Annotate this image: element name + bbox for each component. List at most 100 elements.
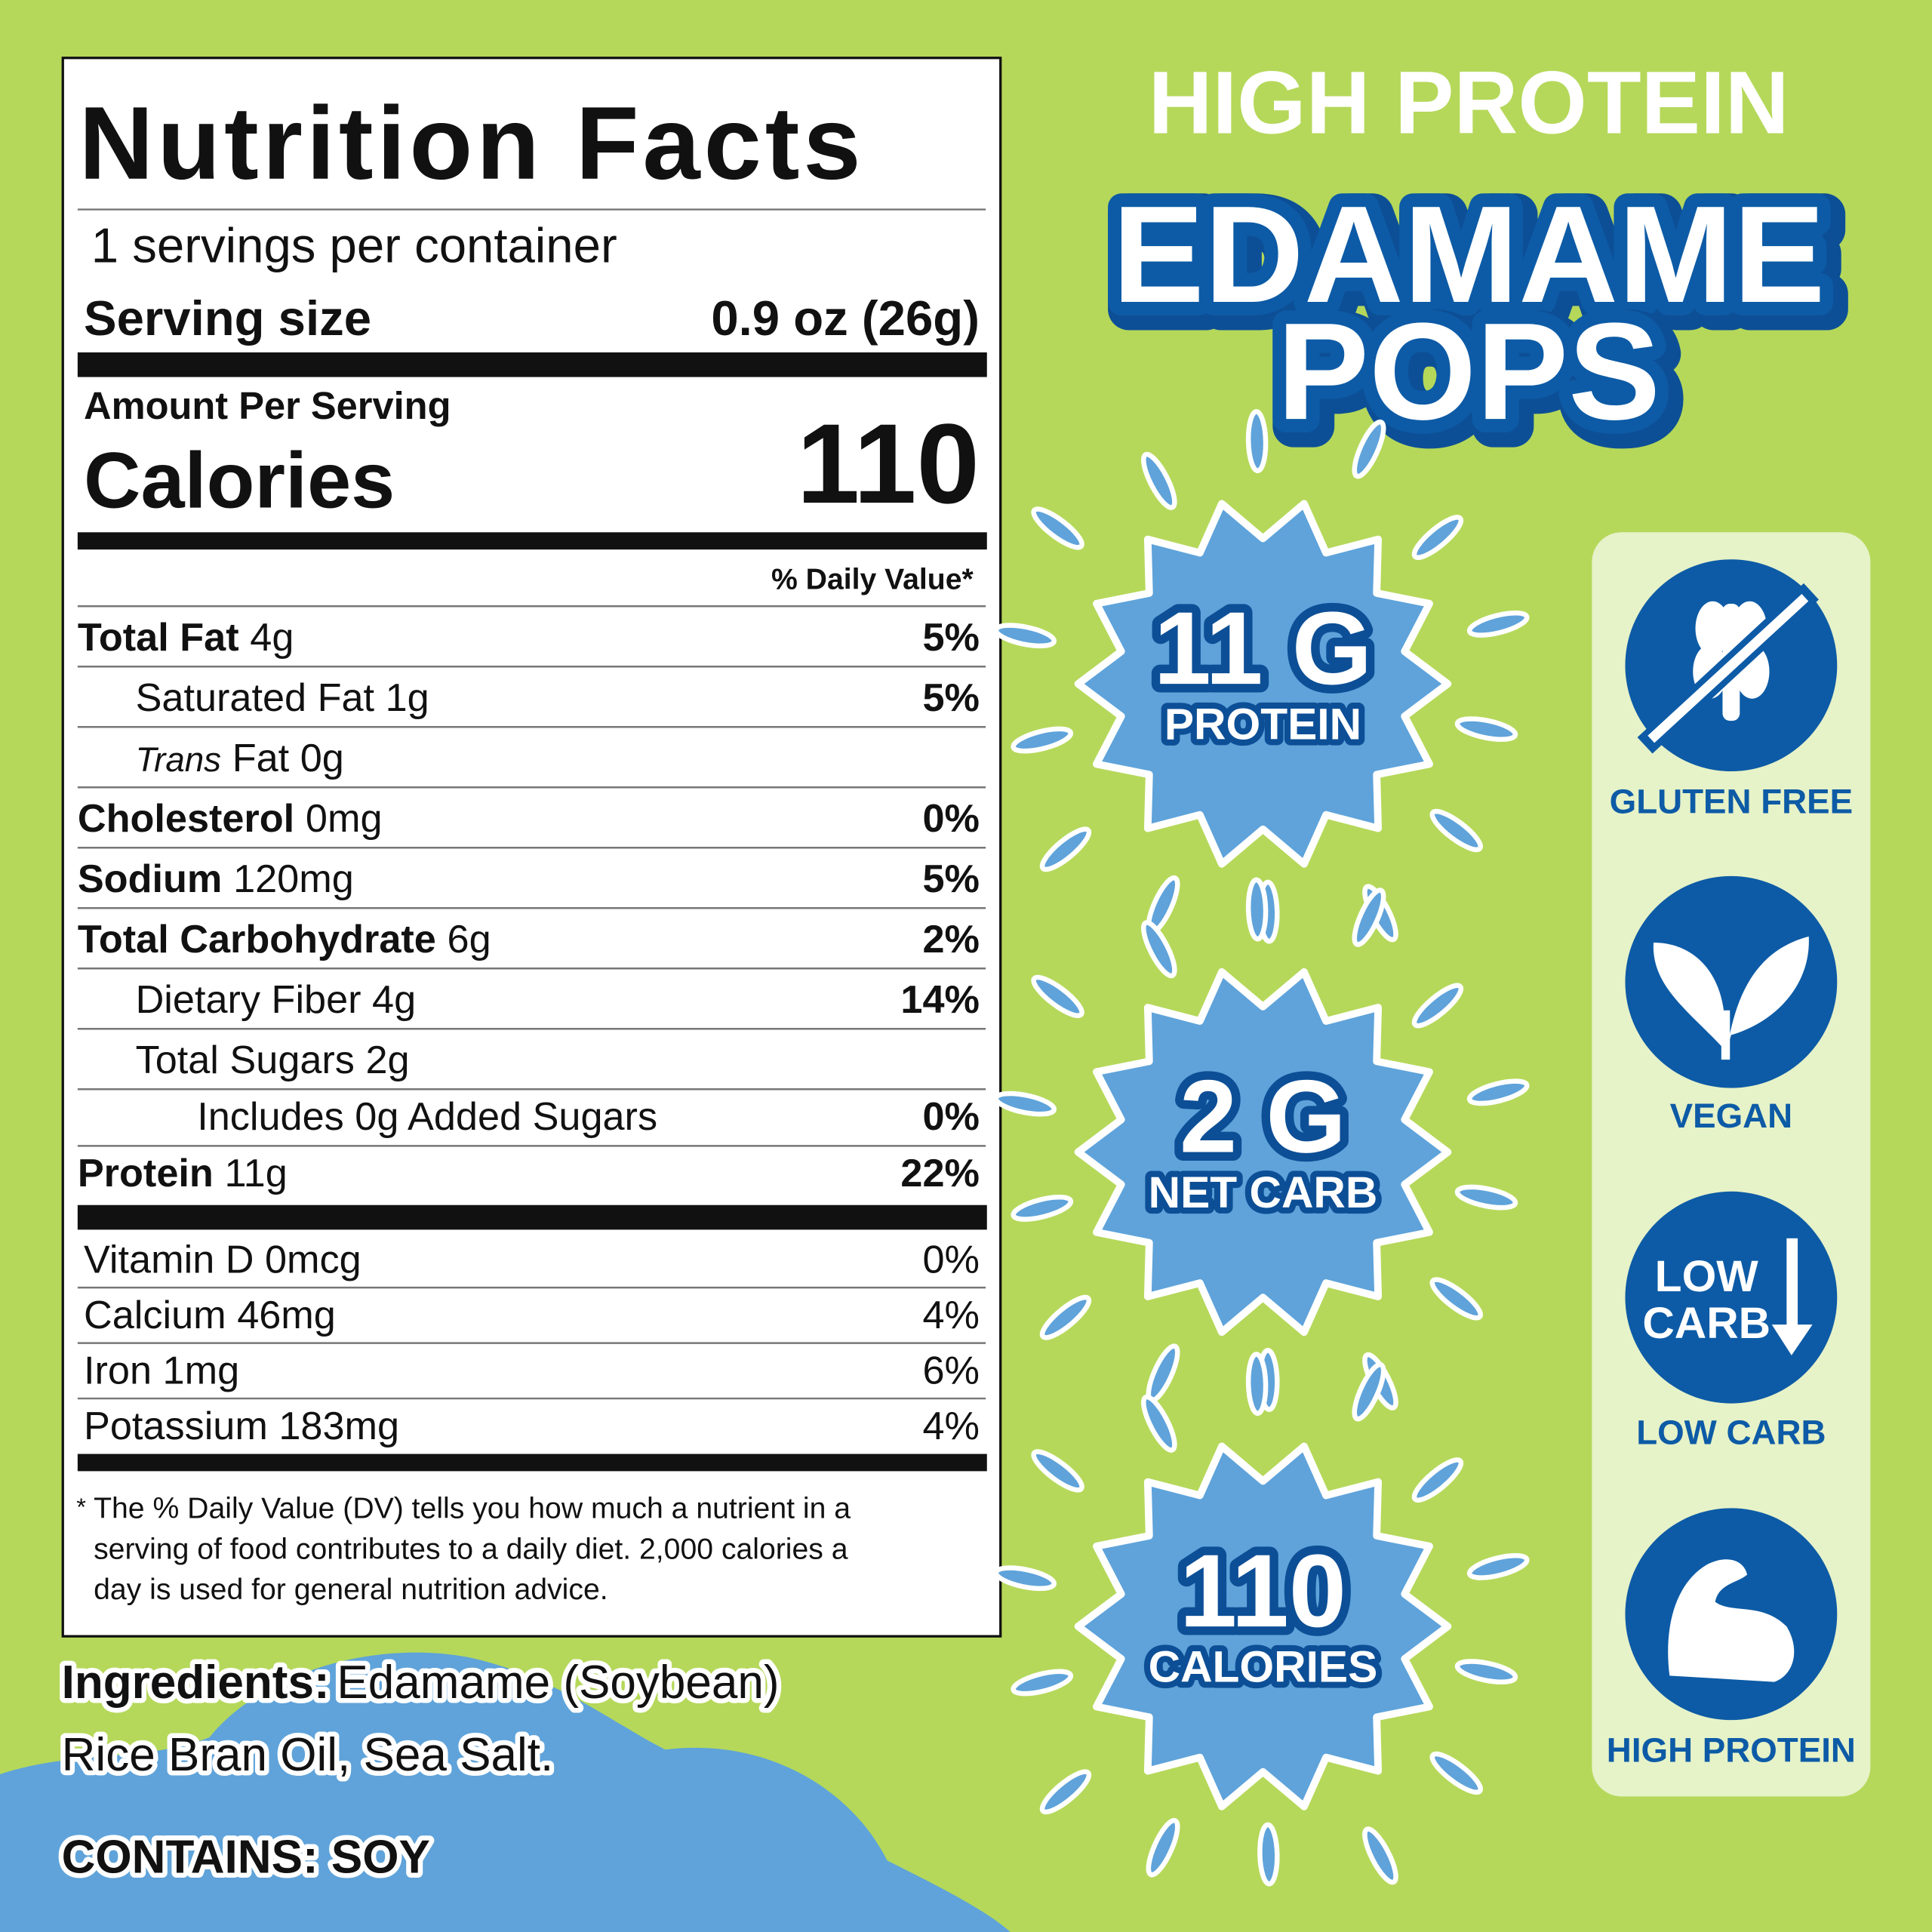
dv: 5% [922, 616, 980, 660]
row: Dietary Fiber 4g [136, 978, 417, 1022]
footnote-mark: * [76, 1493, 86, 1521]
splash [1146, 1817, 1180, 1878]
title-shadow: EDAMAME [1120, 184, 1833, 339]
splash [1031, 1449, 1084, 1493]
row: Protein 11g [78, 1152, 288, 1195]
title: POPS [1277, 294, 1660, 448]
splash [1245, 1352, 1269, 1417]
splash [1411, 515, 1464, 561]
row: Total Fat 4g [78, 616, 294, 660]
splash [1362, 1826, 1398, 1885]
splash [1011, 1194, 1074, 1222]
splash [993, 623, 1057, 649]
starburst [1074, 968, 1452, 1337]
badge-value: 11 G [1154, 591, 1373, 706]
title-shadow: POPS [1284, 301, 1668, 456]
badge-value: 2 G [1180, 1060, 1346, 1175]
icon-circle [1625, 1191, 1838, 1404]
vitamin: Potassium 183mg [84, 1404, 399, 1448]
splash [1011, 726, 1074, 754]
splash [1031, 974, 1084, 1018]
nutrient: Total Fat [78, 616, 239, 660]
dv: 0% [922, 797, 980, 841]
nutrient: Sodium [78, 857, 223, 901]
dv: 6% [922, 1349, 980, 1392]
italic: Trans [136, 740, 221, 779]
footnote: The % Daily Value (DV) tells you how muc… [94, 1492, 851, 1524]
badge-caption: PROTEIN [1164, 700, 1361, 749]
vitamin: Vitamin D 0mcg [84, 1238, 361, 1282]
footnote: serving of food contributes to a daily d… [94, 1533, 848, 1565]
label-title: Nutrition Facts [78, 86, 864, 202]
splash [1141, 920, 1177, 979]
starburst [1074, 1442, 1452, 1810]
row: Includes 0g Added Sugars [197, 1095, 657, 1139]
calories-value: 110 [797, 400, 980, 527]
muscle-icon [1668, 1559, 1795, 1682]
nutrition-label: Nutrition Facts 1 servings per container… [61, 57, 1002, 1638]
text: Fat 0g [232, 737, 344, 780]
dv: 0% [922, 1095, 980, 1139]
starburst [1074, 500, 1452, 868]
tagline: HIGH PROTEIN [1149, 53, 1789, 152]
splash [1352, 1361, 1386, 1422]
arrow-icon [1771, 1238, 1813, 1355]
splash [1429, 808, 1483, 853]
splash [1454, 716, 1518, 743]
row: Total Carbohydrate 6g [78, 918, 491, 961]
ingredients: Ingredients: Edamame (Soybean) Rice Bran … [57, 1651, 784, 1888]
icon-circle [1625, 875, 1838, 1088]
splash [993, 1091, 1057, 1117]
splash [1352, 419, 1386, 479]
splash [1466, 1078, 1530, 1106]
dv: 4% [922, 1404, 980, 1448]
icon-panel: GLUTEN FREE VEGAN LOW CARB LOW CARB HIGH… [1592, 532, 1871, 1797]
splash [1411, 1457, 1464, 1503]
splash [1141, 1394, 1177, 1453]
icon-label: VEGAN [1670, 1097, 1793, 1135]
dv-header: % Daily Value* [771, 563, 974, 595]
vitamin: Calcium 46mg [84, 1294, 336, 1337]
amount: 120mg [233, 857, 354, 901]
row-rules [77, 666, 986, 1147]
footnote: day is used for general nutrition advice… [94, 1574, 608, 1606]
splash [1429, 1277, 1483, 1321]
splash [1454, 1184, 1518, 1211]
icon-label: LOW CARB [1636, 1413, 1826, 1451]
badge-caption: CALORIES [1149, 1643, 1378, 1692]
leaf-icon [1653, 936, 1809, 1060]
dv: 0% [922, 1238, 980, 1282]
bar [77, 532, 987, 550]
splash [1257, 1822, 1280, 1887]
row: Trans Fat 0g [136, 737, 344, 780]
splash [1039, 1769, 1092, 1815]
amount: 4g [250, 616, 294, 660]
ingredients-text: Edamame (Soybean) [337, 1657, 779, 1709]
row: Total Sugars 2g [136, 1038, 410, 1082]
nutrient: Total Carbohydrate [78, 918, 436, 961]
dv: 5% [922, 676, 980, 720]
dv: 22% [900, 1152, 980, 1195]
serving-size-label: Serving size [84, 291, 371, 346]
splash [1245, 877, 1269, 942]
splash [1411, 983, 1464, 1029]
header: HIGH PROTEIN EDAMAME EDAMAME POPS POPS [1099, 53, 1854, 476]
splash [1039, 826, 1092, 872]
splash [1352, 888, 1386, 947]
allergens: CONTAINS: SOY [62, 1832, 430, 1884]
amount: 6g [448, 918, 491, 961]
amount-per-serving: Amount Per Serving [84, 384, 451, 427]
icon-text: CARB [1642, 1299, 1770, 1348]
bar [77, 1454, 987, 1472]
splash [993, 1565, 1057, 1592]
cloud [0, 1652, 1011, 1932]
nutrient: Protein [78, 1152, 214, 1195]
icon-text: LOW [1655, 1252, 1759, 1301]
row: Cholesterol 0mg [78, 797, 383, 841]
dv: 4% [922, 1294, 980, 1337]
splash [1031, 506, 1084, 550]
